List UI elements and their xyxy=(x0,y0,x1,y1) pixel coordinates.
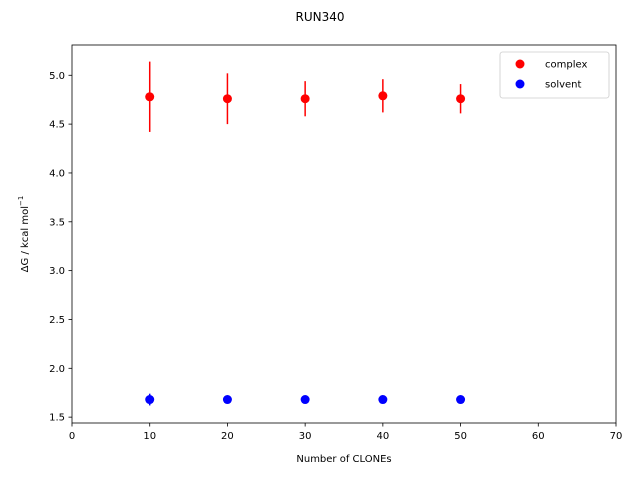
series-solvent xyxy=(145,393,466,406)
legend-label-solvent: solvent xyxy=(545,80,582,91)
solvent-point xyxy=(222,395,232,405)
x-tick-label: 70 xyxy=(610,431,623,442)
x-tick-label: 60 xyxy=(532,431,545,442)
x-tick-label: 20 xyxy=(221,431,234,442)
legend-marker-solvent xyxy=(515,79,525,89)
legend-marker-complex xyxy=(515,59,525,69)
solvent-point xyxy=(145,395,155,405)
x-tick-label: 40 xyxy=(376,431,389,442)
y-axis-label-exponent: −1 xyxy=(17,196,25,206)
y-axis-label-main: ΔG / kcal mol xyxy=(20,206,31,272)
complex-point xyxy=(456,94,466,104)
y-tick-label: 2.0 xyxy=(49,364,65,375)
plot-area xyxy=(145,61,466,406)
x-tick-label: 30 xyxy=(299,431,312,442)
y-tick-label: 5.0 xyxy=(49,71,65,82)
y-tick-label: 2.5 xyxy=(49,315,65,326)
solvent-point xyxy=(378,395,388,405)
x-axis-label: Number of CLONEs xyxy=(296,454,391,465)
x-tick-label: 50 xyxy=(454,431,467,442)
y-tick-label: 3.5 xyxy=(49,217,65,228)
y-tick-label: 4.0 xyxy=(49,168,65,179)
y-axis-label: ΔG / kcal mol−1 xyxy=(17,196,31,273)
series-complex xyxy=(145,61,466,132)
y-tick-label: 4.5 xyxy=(49,120,65,131)
x-tick-label: 10 xyxy=(143,431,156,442)
solvent-point xyxy=(300,395,310,405)
y-tick-label: 1.5 xyxy=(49,413,65,424)
legend: complex solvent xyxy=(499,51,610,99)
x-axis: 0 10 20 30 40 50 60 70 xyxy=(69,423,623,442)
legend-frame xyxy=(499,51,610,99)
solvent-point xyxy=(456,395,466,405)
legend-label-complex: complex xyxy=(545,60,587,71)
complex-point xyxy=(300,94,310,104)
chart-title: RUN340 xyxy=(295,10,344,24)
y-axis: 1.5 2.0 2.5 3.0 3.5 4.0 4.5 5.0 xyxy=(49,71,72,424)
x-tick-label: 0 xyxy=(69,431,75,442)
axes-frame xyxy=(71,44,617,424)
complex-point xyxy=(145,92,155,102)
complex-point xyxy=(222,94,232,104)
y-tick-label: 3.0 xyxy=(49,266,65,277)
complex-point xyxy=(378,91,388,101)
